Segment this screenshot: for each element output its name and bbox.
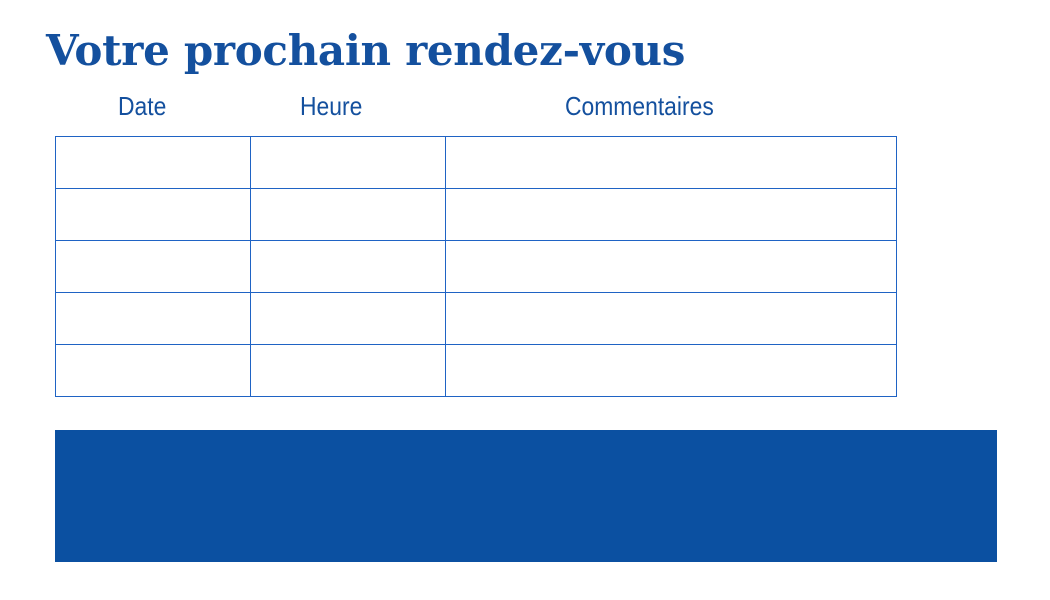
cell-heure[interactable]: [250, 188, 446, 241]
cell-date[interactable]: [55, 240, 251, 293]
table-body: [55, 136, 897, 397]
cell-commentaires[interactable]: [445, 136, 897, 189]
cell-date[interactable]: [55, 188, 251, 241]
cell-heure[interactable]: [250, 240, 446, 293]
cell-date[interactable]: [55, 136, 251, 189]
cell-commentaires[interactable]: [445, 188, 897, 241]
table-row: [55, 292, 897, 345]
table-row: [55, 240, 897, 293]
cell-heure[interactable]: [250, 136, 446, 189]
table-row: [55, 188, 897, 241]
column-header-date: Date: [118, 91, 167, 121]
cell-heure[interactable]: [250, 344, 446, 397]
page-title: Votre prochain rendez-vous: [46, 26, 686, 75]
table-row: [55, 344, 897, 397]
column-header-heure: Heure: [300, 91, 363, 121]
appointment-table: [55, 136, 897, 397]
cell-heure[interactable]: [250, 292, 446, 345]
table-column-headers: Date Heure Commentaires: [55, 90, 896, 126]
column-header-commentaires: Commentaires: [565, 91, 714, 121]
cell-date[interactable]: [55, 344, 251, 397]
cell-commentaires[interactable]: [445, 240, 897, 293]
cell-date[interactable]: [55, 292, 251, 345]
cell-commentaires[interactable]: [445, 344, 897, 397]
footer-blue-block: [55, 430, 997, 562]
table-row: [55, 136, 897, 189]
cell-commentaires[interactable]: [445, 292, 897, 345]
